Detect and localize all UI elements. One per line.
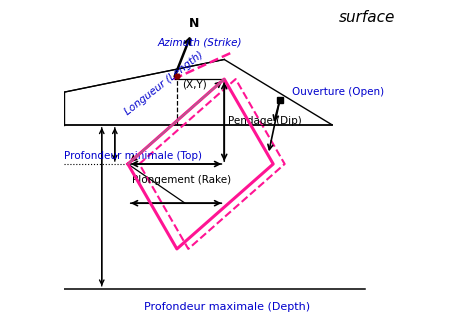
Text: (X,Y): (X,Y) [182, 79, 207, 89]
Text: Plongement (Rake): Plongement (Rake) [132, 175, 231, 185]
Text: Ouverture (Open): Ouverture (Open) [293, 87, 384, 97]
Text: Longueur (Length): Longueur (Length) [123, 49, 205, 117]
Text: Profondeur minimale (Top): Profondeur minimale (Top) [64, 152, 202, 161]
Text: Pendage (Dip): Pendage (Dip) [228, 116, 301, 126]
Text: Azimuth (Strike): Azimuth (Strike) [157, 38, 242, 48]
Text: N: N [189, 17, 199, 30]
Text: Profondeur maximale (Depth): Profondeur maximale (Depth) [144, 302, 311, 312]
Text: surface: surface [339, 10, 395, 25]
